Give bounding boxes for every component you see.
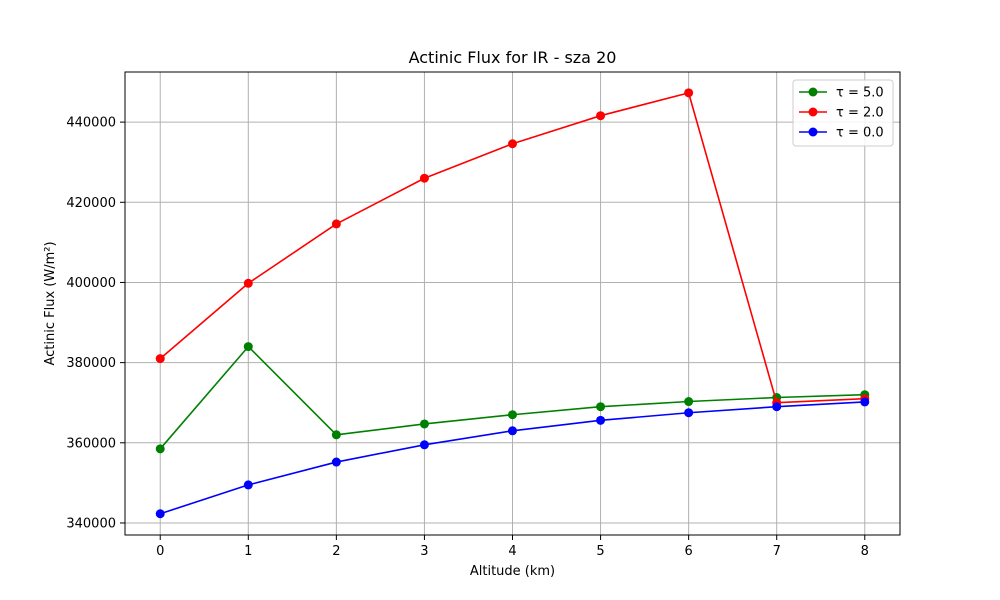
- x-tick-label: 7: [773, 544, 781, 559]
- data-point: [243, 342, 253, 352]
- grid: [125, 72, 900, 535]
- x-tick-label: 1: [244, 544, 252, 559]
- data-point: [596, 111, 606, 121]
- data-point: [596, 402, 606, 412]
- y-tick-label: 380000: [66, 356, 116, 371]
- legend-item: τ = 2.0: [799, 106, 884, 121]
- data-point: [684, 397, 694, 407]
- data-point: [243, 278, 253, 288]
- x-tick-label: 2: [332, 544, 340, 559]
- y-tick-label: 400000: [66, 276, 116, 291]
- data-point: [508, 426, 517, 436]
- legend-item: τ = 5.0: [799, 86, 884, 101]
- x-tick-label: 0: [156, 544, 164, 559]
- data-point: [243, 480, 253, 490]
- legend-label: τ = 0.0: [836, 126, 884, 141]
- x-tick-label: 3: [420, 544, 428, 559]
- x-tick-label: 6: [684, 544, 692, 559]
- data-point: [155, 444, 165, 454]
- data-point: [860, 397, 870, 407]
- data-point: [331, 457, 341, 467]
- data-point: [331, 430, 341, 440]
- legend-item: τ = 0.0: [799, 126, 884, 141]
- data-point: [419, 440, 429, 450]
- x-tick-label: 8: [861, 544, 869, 559]
- y-tick-label: 440000: [66, 116, 116, 131]
- data-point: [684, 88, 694, 98]
- legend: τ = 5.0 τ = 2.0 τ = 0.0: [792, 79, 894, 147]
- data-point: [772, 402, 782, 412]
- y-axis-label: Actinic Flux (W/m²): [43, 241, 58, 365]
- data-point: [684, 408, 694, 418]
- data-point: [155, 509, 165, 519]
- data-point: [331, 219, 341, 229]
- legend-swatch-marker: [808, 107, 818, 117]
- legend-label: τ = 2.0: [836, 106, 884, 121]
- x-tick-label: 4: [508, 544, 516, 559]
- legend-swatch-marker: [808, 87, 818, 97]
- data-point: [419, 173, 429, 183]
- series-layer: [155, 88, 870, 519]
- data-point: [419, 419, 429, 429]
- y-axis: 340000 360000 380000 400000 420000 440000: [66, 116, 125, 531]
- y-tick-label: 340000: [66, 516, 116, 531]
- data-point: [508, 139, 517, 149]
- x-axis: 0 1 2 3 4 5 6 7 8: [156, 535, 869, 559]
- data-point: [155, 354, 165, 364]
- legend-swatch-marker: [808, 127, 818, 137]
- x-tick-label: 5: [596, 544, 604, 559]
- legend-label: τ = 5.0: [836, 86, 884, 101]
- data-point: [508, 410, 517, 420]
- x-axis-label: Altitude (km): [470, 564, 555, 579]
- data-point: [596, 415, 606, 425]
- series-3: [155, 397, 870, 519]
- y-tick-label: 360000: [66, 436, 116, 451]
- y-tick-label: 420000: [66, 196, 116, 211]
- chart-title: Actinic Flux for IR - sza 20: [409, 48, 617, 67]
- legend-box: [792, 79, 894, 147]
